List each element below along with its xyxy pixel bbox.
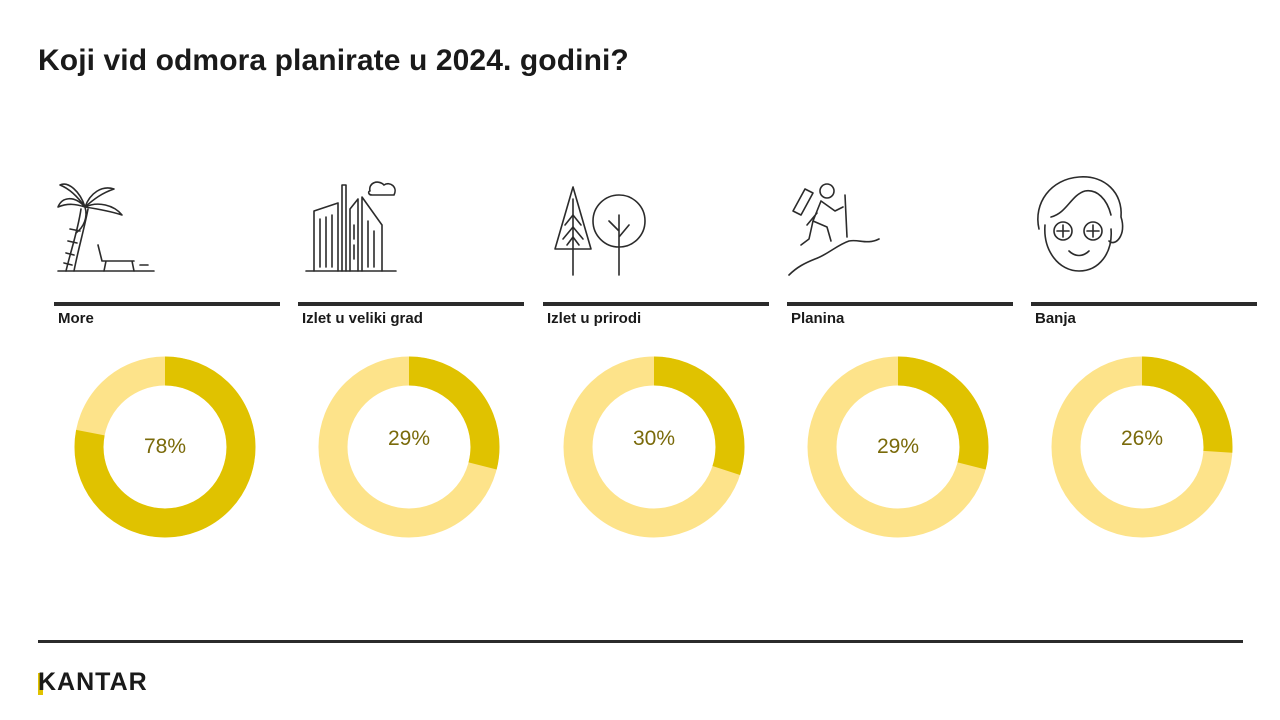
donut-svg (807, 356, 989, 538)
category-rule (787, 302, 1013, 306)
donut-value-arc (1051, 356, 1233, 538)
brand-logo: KANTAR (38, 668, 148, 696)
donut-chart-nature: 30% (559, 352, 749, 542)
donut-chart-more: 78% (70, 352, 260, 542)
category-rule (543, 302, 769, 306)
spa-face-icon (1037, 176, 1124, 272)
category-label-spa: Banja (1035, 310, 1076, 327)
donut-chart-city: 29% (314, 352, 504, 542)
category-label-city: Izlet u veliki grad (302, 310, 423, 327)
category-label-more: More (58, 310, 94, 327)
donut-svg (563, 356, 745, 538)
category-label-mountain: Planina (791, 310, 845, 327)
category-rule (298, 302, 524, 306)
donut-value-label: 30% (632, 427, 676, 450)
category-label-nature: Izlet u prirodi (547, 310, 642, 327)
donut-svg (1051, 356, 1233, 538)
brand-logo-mark (38, 673, 43, 695)
donut-svg (74, 356, 256, 538)
donut-value-arc (74, 356, 256, 538)
donut-value-label: 78% (143, 435, 187, 458)
donut-chart-mountain: 29% (803, 352, 993, 542)
palm-beach-icon (57, 183, 155, 272)
donut-value-label: 29% (387, 427, 431, 450)
donut-chart-spa: 26% (1047, 352, 1237, 542)
donut-value-arc (807, 356, 989, 538)
category-rule (1031, 302, 1257, 306)
donut-value-label: 29% (876, 435, 920, 458)
hiker-mountain-icon (788, 183, 880, 276)
donut-value-arc (563, 356, 745, 538)
donut-svg (318, 356, 500, 538)
donut-value-arc (318, 356, 500, 538)
donut-value-label: 26% (1120, 427, 1164, 450)
category-rule (54, 302, 280, 306)
trees-icon (554, 186, 646, 276)
city-buildings-icon (305, 181, 397, 272)
footer-divider (38, 640, 1243, 643)
page-title: Koji vid odmora planirate u 2024. godini… (38, 44, 629, 77)
